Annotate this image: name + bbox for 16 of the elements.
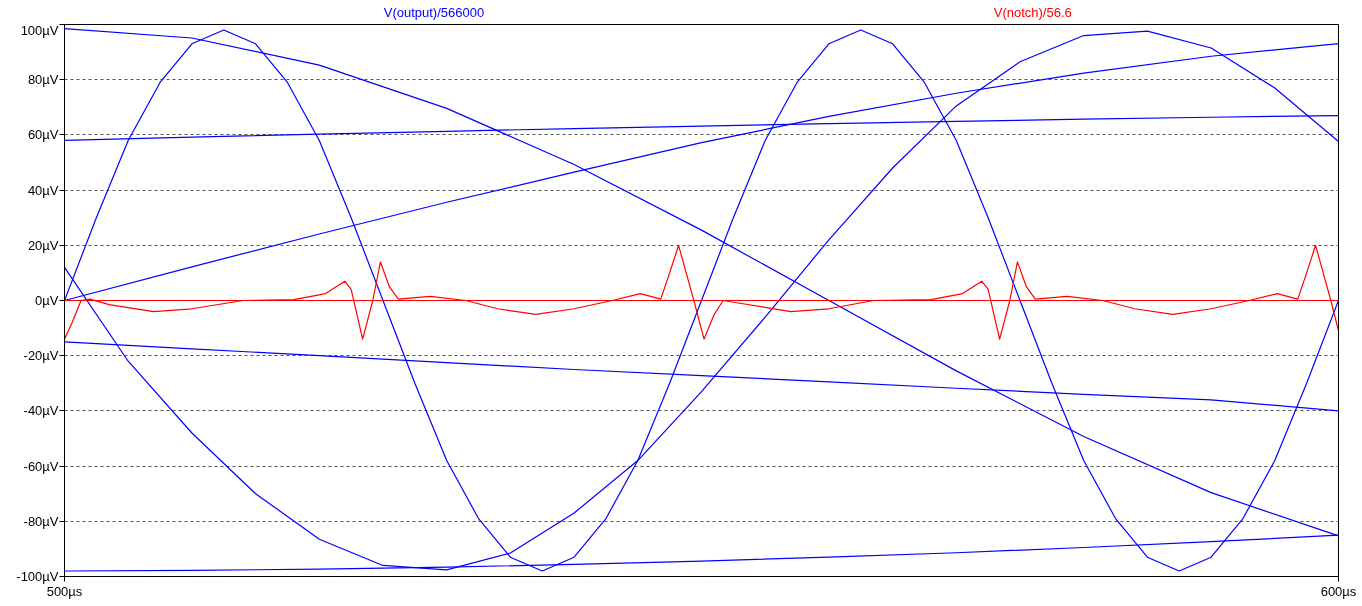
text: V(notch)/56.6 <box>993 5 1072 21</box>
y-tick-label: -40µV <box>23 403 59 419</box>
y-tick-label: -100µV <box>16 569 59 584</box>
y-tick-label: 20µV <box>27 237 59 253</box>
y-tick-label: -20µV <box>23 348 59 364</box>
line-series <box>64 244 1339 340</box>
y-tick-label: 60µV <box>27 127 59 143</box>
y-tick-label: 100µV <box>20 22 59 38</box>
x-tick-label: 500µs <box>46 583 83 599</box>
y-tick-label: 0µV <box>35 293 59 308</box>
x-tick-label: 600µs <box>1320 583 1357 599</box>
y-tick-label: 80µV <box>27 72 59 88</box>
y-tick-label: -60µV <box>23 458 59 474</box>
text: V(output)/566000 <box>383 5 485 21</box>
y-tick-label: -80µV <box>23 513 59 529</box>
y-tick-label: 40µV <box>27 182 59 198</box>
